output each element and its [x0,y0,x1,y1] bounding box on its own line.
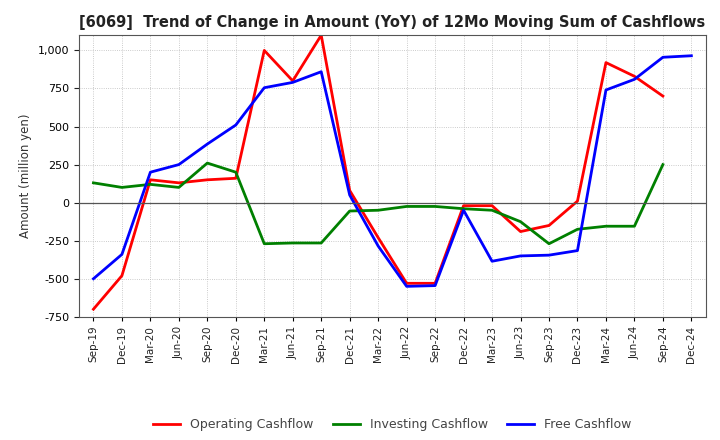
Operating Cashflow [487,203,496,208]
Y-axis label: Amount (million yen): Amount (million yen) [19,114,32,238]
Operating Cashflow [431,281,439,286]
Free Cashflow [487,259,496,264]
Operating Cashflow [317,33,325,38]
Free Cashflow [545,253,554,258]
Operating Cashflow [203,177,212,183]
Legend: Operating Cashflow, Investing Cashflow, Free Cashflow: Operating Cashflow, Investing Cashflow, … [148,413,636,436]
Investing Cashflow [174,185,183,190]
Line: Investing Cashflow: Investing Cashflow [94,163,663,244]
Investing Cashflow [203,161,212,166]
Free Cashflow [402,284,411,289]
Free Cashflow [602,88,611,93]
Free Cashflow [630,77,639,82]
Investing Cashflow [346,209,354,214]
Operating Cashflow [174,180,183,186]
Operating Cashflow [573,198,582,204]
Investing Cashflow [89,180,98,186]
Free Cashflow [346,192,354,198]
Operating Cashflow [459,203,468,208]
Operating Cashflow [545,223,554,228]
Free Cashflow [203,141,212,147]
Investing Cashflow [146,182,155,187]
Operating Cashflow [402,281,411,286]
Investing Cashflow [630,224,639,229]
Free Cashflow [459,208,468,213]
Investing Cashflow [487,208,496,213]
Operating Cashflow [89,307,98,312]
Investing Cashflow [431,204,439,209]
Operating Cashflow [659,93,667,99]
Operating Cashflow [232,176,240,181]
Investing Cashflow [374,208,382,213]
Free Cashflow [687,53,696,59]
Free Cashflow [317,69,325,74]
Investing Cashflow [289,240,297,246]
Free Cashflow [516,253,525,259]
Investing Cashflow [317,240,325,246]
Free Cashflow [89,276,98,282]
Operating Cashflow [260,48,269,53]
Investing Cashflow [602,224,611,229]
Investing Cashflow [659,162,667,167]
Free Cashflow [146,169,155,175]
Investing Cashflow [402,204,411,209]
Free Cashflow [289,80,297,85]
Free Cashflow [260,85,269,90]
Operating Cashflow [346,188,354,193]
Operating Cashflow [630,73,639,79]
Investing Cashflow [117,185,126,190]
Investing Cashflow [516,219,525,224]
Free Cashflow [659,55,667,60]
Investing Cashflow [573,227,582,232]
Operating Cashflow [146,177,155,183]
Free Cashflow [174,162,183,167]
Operating Cashflow [289,78,297,84]
Operating Cashflow [602,60,611,65]
Free Cashflow [374,243,382,249]
Operating Cashflow [117,273,126,279]
Free Cashflow [232,122,240,128]
Investing Cashflow [260,241,269,246]
Operating Cashflow [374,235,382,240]
Investing Cashflow [459,206,468,211]
Line: Free Cashflow: Free Cashflow [94,56,691,286]
Free Cashflow [117,252,126,257]
Free Cashflow [573,248,582,253]
Title: [6069]  Trend of Change in Amount (YoY) of 12Mo Moving Sum of Cashflows: [6069] Trend of Change in Amount (YoY) o… [79,15,706,30]
Line: Operating Cashflow: Operating Cashflow [94,35,663,309]
Free Cashflow [431,283,439,288]
Investing Cashflow [232,169,240,175]
Operating Cashflow [516,229,525,234]
Investing Cashflow [545,241,554,246]
